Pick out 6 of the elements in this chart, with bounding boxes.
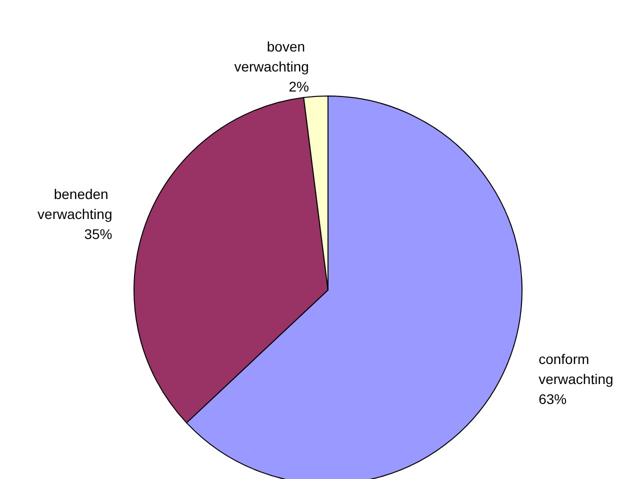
slice-label: conform verwachting xyxy=(538,350,614,387)
data-label: 63% xyxy=(538,390,567,407)
slice-label: boven verwachting xyxy=(234,38,309,74)
slice-label: beneden verwachting xyxy=(38,186,112,222)
data-label: 35% xyxy=(84,226,112,242)
data-label: 2% xyxy=(288,78,309,94)
